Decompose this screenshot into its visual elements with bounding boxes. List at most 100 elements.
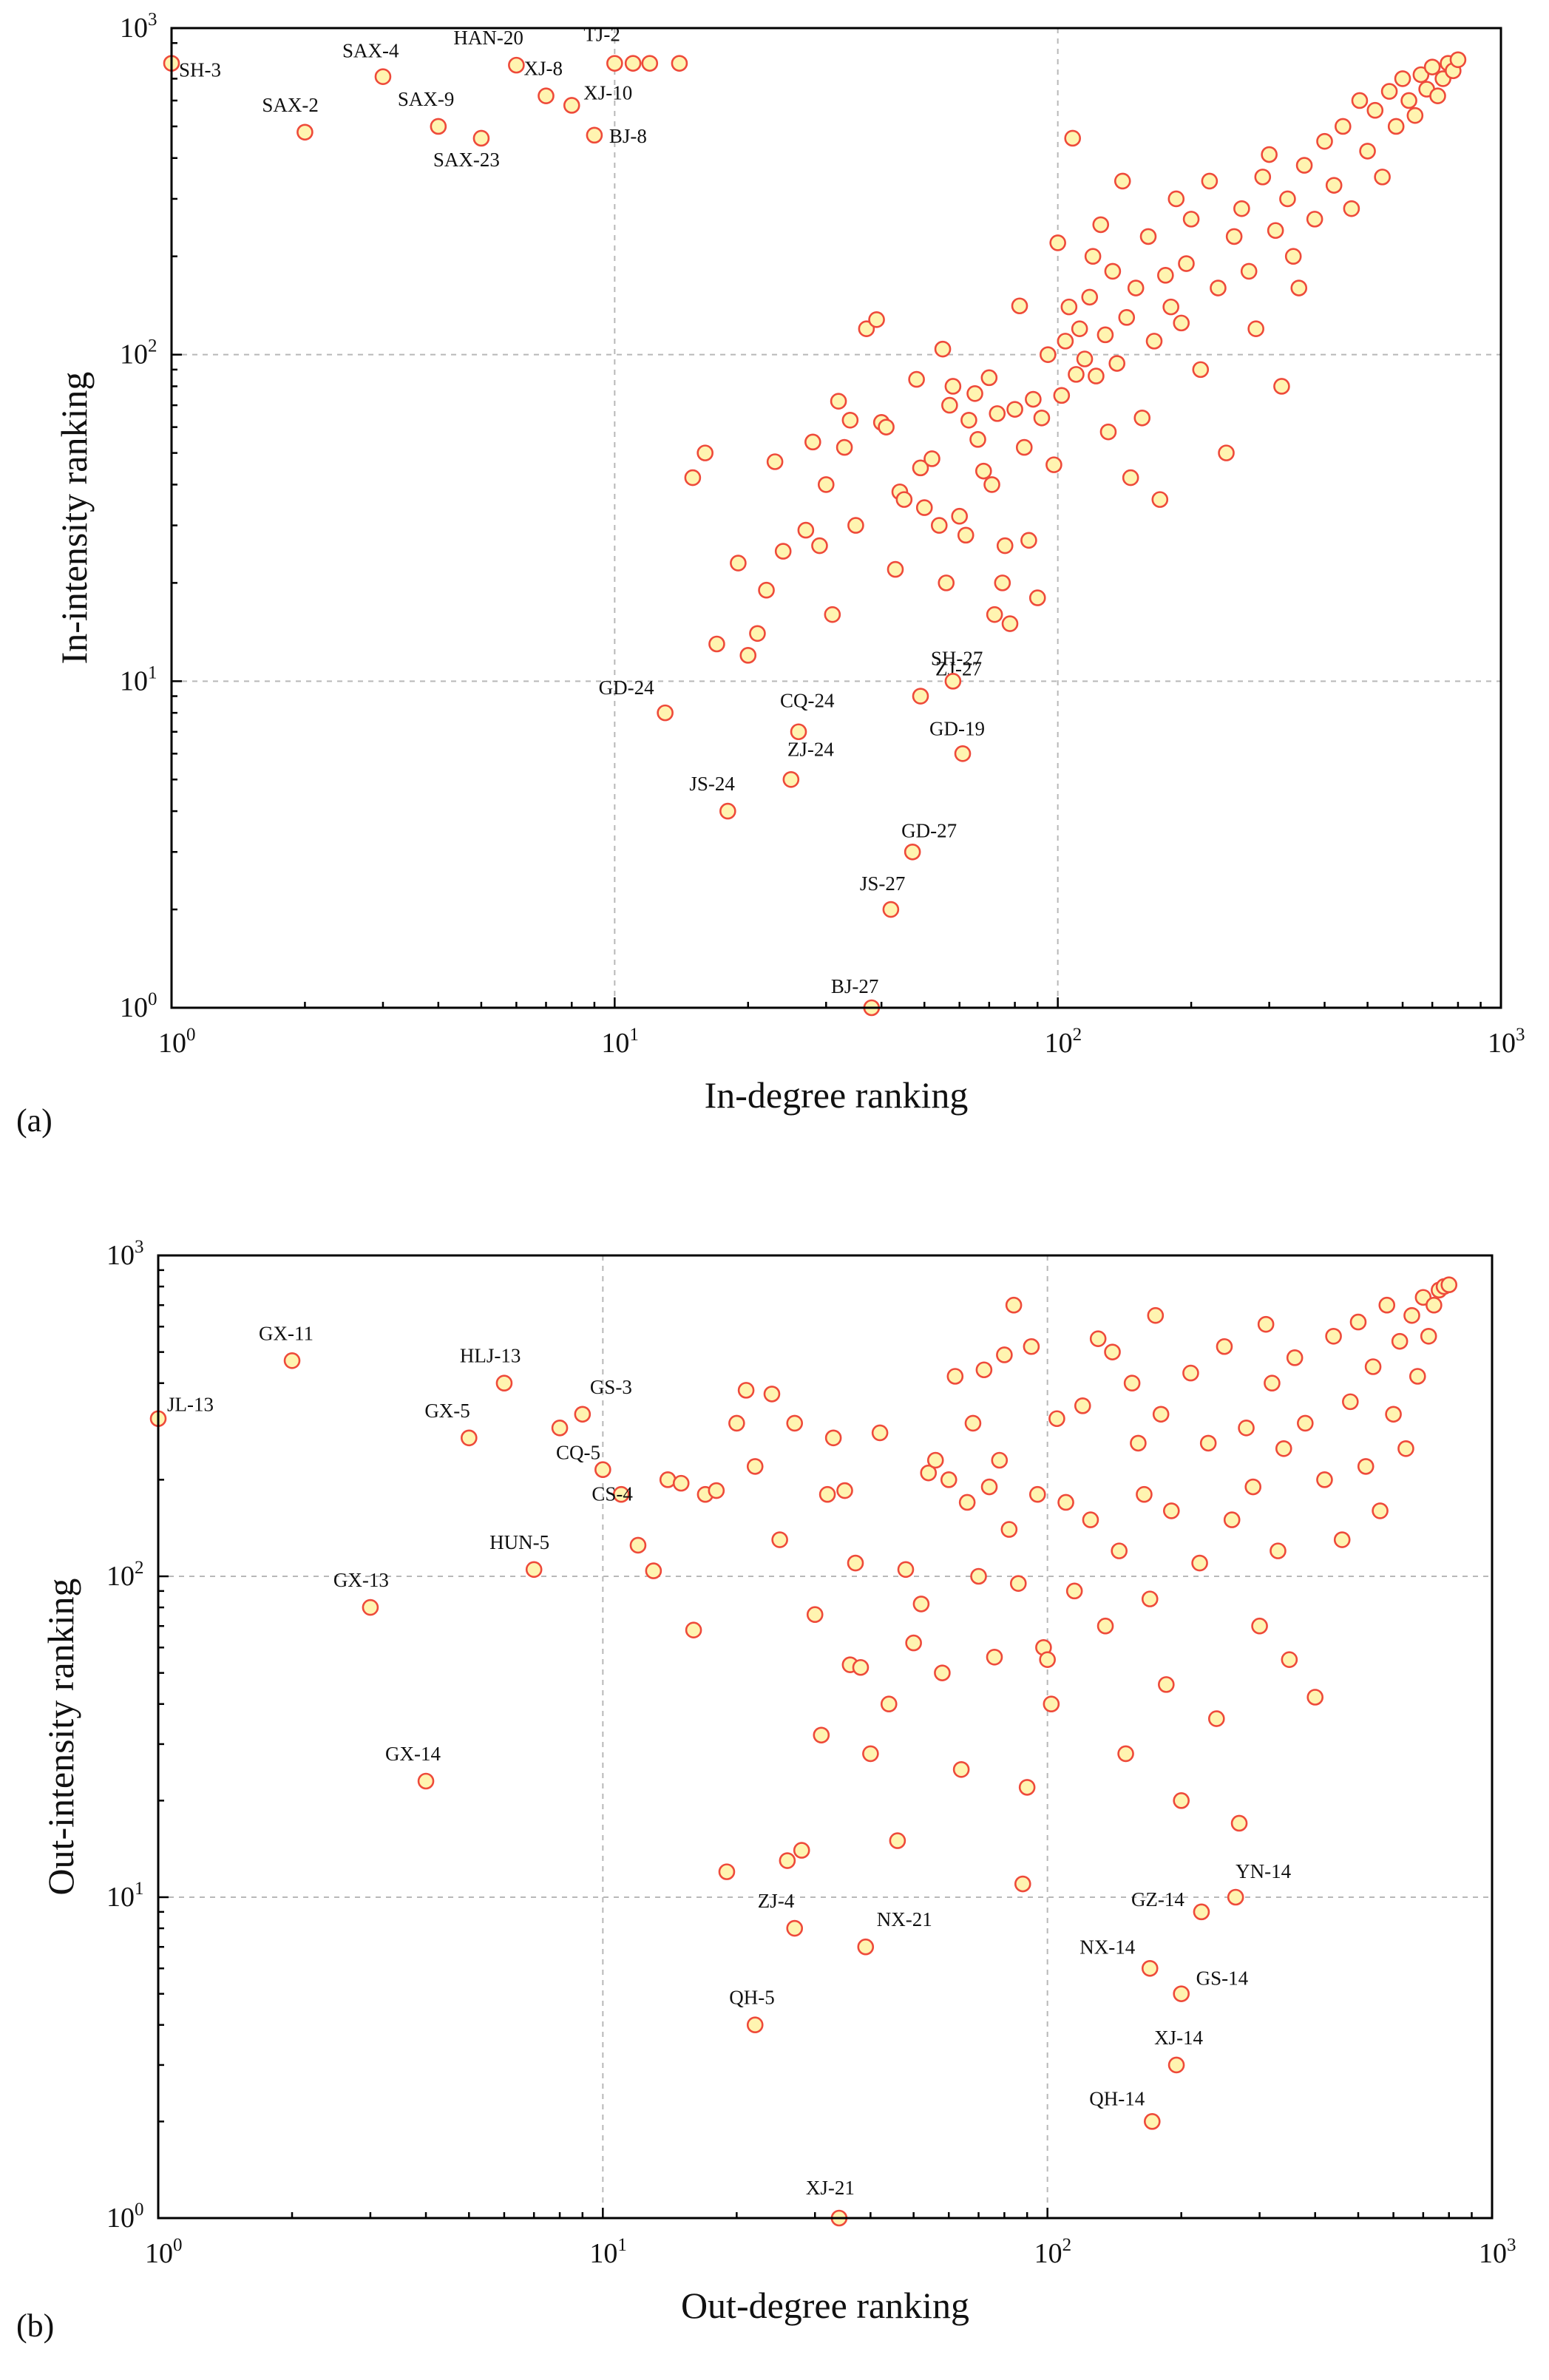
data-point: [1136, 1485, 1153, 1503]
point-annotation: HAN-20: [453, 27, 523, 49]
point-annotation: GX-5: [424, 1400, 470, 1422]
labeled-data-point: [374, 68, 392, 85]
labeled-data-point: [719, 802, 736, 820]
x-axis-label: In-degree ranking: [705, 1074, 969, 1116]
data-point: [817, 476, 835, 493]
labeled-data-point: [944, 673, 962, 690]
data-point: [1270, 1542, 1287, 1559]
data-point: [1123, 1374, 1141, 1392]
data-point: [1074, 1397, 1091, 1414]
labeled-data-point: [495, 1374, 513, 1392]
data-point: [1218, 444, 1235, 461]
data-point: [804, 433, 821, 451]
y-tick-label: 102: [120, 336, 157, 370]
data-point: [835, 438, 853, 456]
point-annotation: SH-27: [931, 647, 983, 669]
y-tick-label: 103: [120, 10, 157, 44]
point-annotation: JS-27: [860, 872, 906, 895]
data-point: [737, 1382, 755, 1399]
point-annotation: XJ-14: [1154, 2027, 1203, 2049]
labeled-data-point: [594, 1461, 611, 1479]
data-point: [836, 1482, 853, 1499]
data-point: [1111, 1542, 1128, 1559]
data-point: [763, 1386, 781, 1403]
data-point: [1364, 1358, 1382, 1375]
data-point: [975, 462, 992, 480]
y-tick-label: 102: [106, 1558, 144, 1592]
data-point: [1342, 1393, 1359, 1411]
data-point: [1099, 423, 1117, 441]
data-point: [1014, 1875, 1031, 1893]
data-point: [1238, 1420, 1255, 1437]
data-point: [1084, 248, 1102, 265]
data-point: [996, 1346, 1013, 1363]
data-point: [847, 517, 864, 534]
data-point: [980, 369, 998, 387]
data-point: [1118, 309, 1136, 326]
data-point: [952, 1760, 970, 1778]
data-point: [964, 1414, 982, 1432]
data-point: [749, 625, 766, 643]
point-annotation: SAX-23: [433, 149, 500, 171]
point-annotation: GX-11: [259, 1322, 313, 1344]
data-point: [708, 1482, 725, 1499]
data-point: [1372, 1502, 1389, 1519]
data-point: [1089, 1330, 1107, 1347]
data-point: [1359, 143, 1376, 160]
data-point: [685, 1621, 702, 1638]
data-point: [797, 521, 815, 539]
point-annotation: TJ-2: [583, 24, 620, 46]
data-point: [897, 1561, 915, 1579]
data-point: [986, 1648, 1003, 1666]
point-annotation: QH-5: [729, 1987, 775, 2009]
panel-tag: (a): [16, 1102, 52, 1139]
labeled-data-point: [283, 1352, 301, 1369]
data-point: [671, 55, 688, 72]
data-point: [1403, 1306, 1420, 1324]
data-point: [908, 370, 925, 388]
data-point: [1147, 1306, 1165, 1324]
point-annotation: SAX-9: [398, 88, 455, 110]
data-point: [1076, 350, 1094, 367]
data-point: [1335, 118, 1352, 135]
data-point: [980, 1478, 998, 1496]
point-annotation: CS-4: [592, 1483, 633, 1505]
data-point: [946, 1368, 964, 1385]
y-tick-label: 101: [106, 1879, 144, 1913]
data-point: [1064, 129, 1081, 147]
data-point: [841, 411, 859, 429]
data-point: [1028, 1485, 1046, 1503]
data-point: [1351, 92, 1369, 109]
labeled-data-point: [882, 901, 900, 918]
data-point: [920, 1464, 938, 1482]
labeled-data-point: [430, 118, 447, 135]
labeled-data-point: [1227, 1888, 1244, 1906]
x-tick-label: 100: [158, 1025, 196, 1059]
labeled-data-point: [1173, 1985, 1190, 2002]
data-point: [880, 1695, 898, 1713]
data-point: [1141, 1590, 1159, 1607]
data-point: [915, 499, 933, 516]
x-tick-label: 102: [1034, 2235, 1072, 2269]
data-point: [629, 1536, 647, 1554]
data-point: [1060, 298, 1078, 316]
data-point: [806, 1606, 824, 1624]
data-point: [1039, 1651, 1056, 1668]
data-point: [1023, 1338, 1040, 1355]
data-point: [612, 1485, 630, 1503]
point-annotation: SAX-2: [262, 94, 319, 116]
labeled-data-point: [746, 2016, 764, 2034]
data-point: [1426, 1296, 1443, 1314]
data-point: [1216, 1338, 1233, 1355]
data-point: [871, 1424, 889, 1442]
labeled-data-point: [296, 123, 313, 141]
data-point: [1114, 172, 1131, 190]
data-point: [1018, 1779, 1036, 1796]
y-axis-label: In-intensity ranking: [53, 372, 95, 665]
point-annotation: HUN-5: [489, 1531, 549, 1553]
y-tick-label: 100: [120, 989, 157, 1023]
data-point: [1306, 1689, 1324, 1706]
data-point: [1387, 118, 1405, 135]
point-annotation: GS-3: [590, 1376, 632, 1398]
data-point: [1284, 248, 1302, 265]
